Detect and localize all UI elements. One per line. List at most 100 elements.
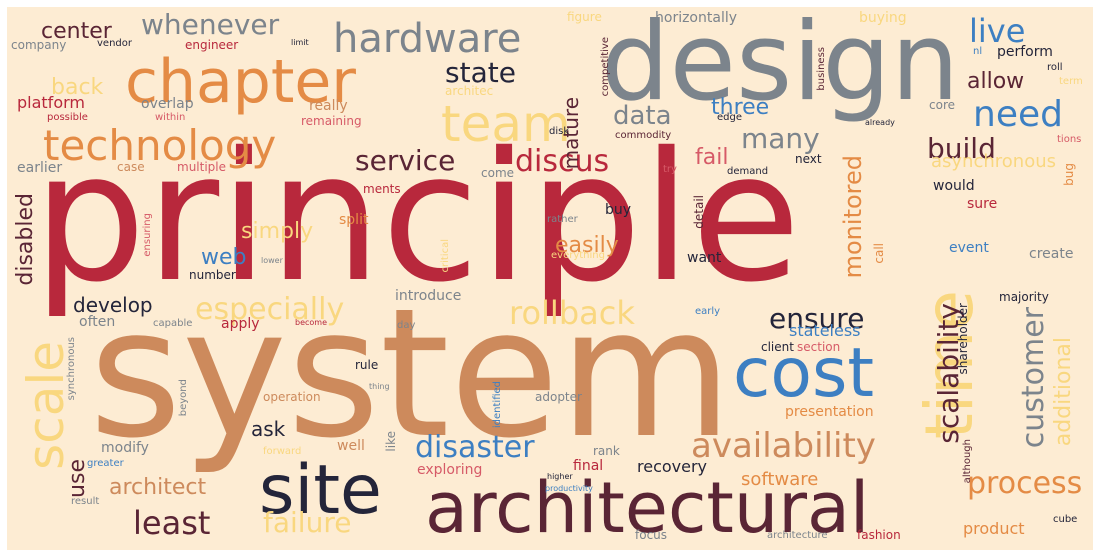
word-whenever: whenever [141,8,280,41]
word-site: site [259,451,382,530]
word-web: web [201,245,247,270]
word-focus: focus [635,528,668,542]
word-horizontally: horizontally [655,10,738,26]
word-lower: lower [261,256,283,265]
word-center: center [41,19,112,44]
word-result: result [71,496,100,507]
word-modify: modify [101,440,149,456]
word-fail: fail [695,145,729,170]
word-tions: tions [1057,134,1082,145]
word-client: client [761,340,794,354]
word-ensure: ensure [769,302,865,335]
word-develop: develop [73,293,153,317]
word-architecture: architecture [767,530,828,541]
word-create: create [1029,246,1074,262]
word-process: process [967,466,1083,501]
word-least: least [133,504,211,542]
word-operation: operation [263,390,321,404]
word-majority: majority [999,290,1049,304]
word-software: software [741,469,819,490]
word-chapter: chapter [125,47,356,117]
word-next: next [795,152,822,166]
word-shareholder: shareholder [956,303,970,375]
word-recovery: recovery [637,457,708,476]
word-split: split [339,212,369,228]
word-easily: easily [555,233,619,258]
word-customer: customer [1016,307,1051,449]
word-fashion: fashion [857,528,901,542]
word-detail: detail [692,195,706,229]
word-become: become [295,318,328,327]
word-limit: limit [291,38,309,47]
word-number: number [189,268,236,282]
word-cloud: principle system design chapter architec… [7,7,1093,550]
word-architectural: architectural [425,467,870,549]
word-forward: forward [263,446,302,457]
word-case: case [117,160,145,174]
word-day: day [397,320,416,331]
word-principle: principle [33,114,801,321]
word-early: early [695,306,721,317]
word-like: like [384,431,398,452]
word-simply: simply [241,219,314,244]
word-asynchronous: asynchronous [931,151,1056,172]
word-stateless: stateless [789,321,861,340]
word-call: call [872,243,886,264]
word-term: term [1059,76,1083,87]
word-technology: technology [43,121,277,170]
word-adopter: adopter [535,390,582,404]
word-productivity: productivity [545,484,593,493]
word-would: would [933,178,975,194]
word-although: although [962,439,973,484]
word-introduce: introduce [395,288,462,304]
word-business: business [816,47,827,91]
word-ask: ask [251,417,286,441]
word-back: back [51,75,104,100]
word-ments: ments [363,182,401,196]
word-three: three [711,95,770,120]
word-greater: greater [87,458,124,469]
word-state: state [445,56,516,89]
word-multiple: multiple [177,160,227,174]
word-identified: identified [492,381,503,429]
word-demand: demand [727,166,769,177]
word-capable: capable [153,318,193,329]
word-buying: buying [859,10,907,26]
word-data: data [613,101,672,131]
word-often: often [79,314,116,330]
word-platform: platform [17,93,85,112]
word-rather: rather [547,214,578,225]
word-hardware: hardware [333,16,522,62]
word-cube: cube [1053,514,1078,525]
word-presentation: presentation [785,404,874,420]
word-use: use [65,459,90,498]
word-scale: scale [17,341,75,470]
word-really: really [309,98,348,114]
word-everything: everything [551,250,605,261]
word-want: want [687,250,722,266]
word-overlap: overlap [141,96,194,112]
word-sure: sure [967,196,998,212]
word-roll: roll [1047,62,1063,73]
word-apply: apply [221,316,260,332]
word-rule: rule [355,358,379,372]
word-within: within [155,112,186,123]
word-vendor: vendor [97,38,132,49]
word-failure: failure [263,506,352,539]
word-buy: buy [605,202,632,218]
word-service: service [355,144,456,177]
word-nl: nl [973,46,983,57]
word-critical: critical [440,239,451,273]
word-many: many [741,122,820,155]
word-additional: additional [1051,337,1076,447]
word-earlier: earlier [17,160,63,176]
word-exploring: exploring [417,462,483,478]
word-need: need [973,94,1063,135]
word-product: product [963,519,1025,538]
word-design: design [601,7,960,125]
word-final: final [573,458,604,474]
word-beyond: beyond [178,379,189,417]
word-bug: bug [1062,163,1076,186]
word-disaster: disaster [415,430,535,465]
word-already: already [865,118,895,127]
